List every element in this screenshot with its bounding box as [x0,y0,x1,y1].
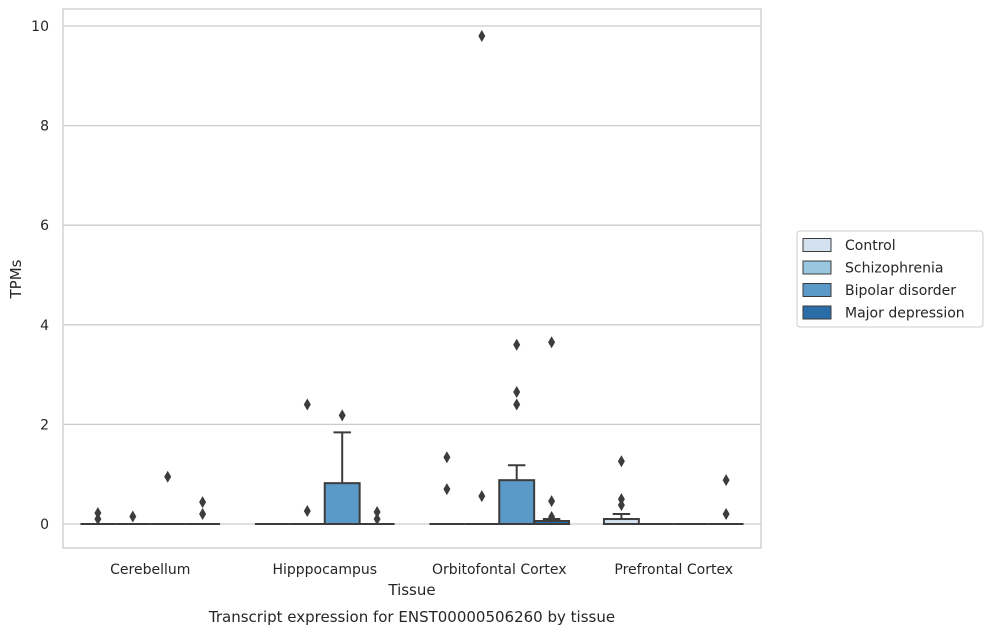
y-tick-label: 6 [40,218,49,234]
legend-item: Control [802,238,896,254]
x-tick-labels: Cerebellum Hipppocampus Orbitofontal Corte… [110,562,733,578]
box-group [150,470,186,525]
box-group [708,474,744,525]
legend-label: Schizophrenia [845,261,943,277]
box-group [429,451,465,525]
outlier-point [513,338,521,351]
legend-items: Control Schizophrenia Bipolar disorder Majo… [802,238,965,322]
box-group [323,409,361,525]
legend-frame [796,230,984,328]
legend-swatch [802,305,832,320]
outlier-point [513,398,521,411]
x-tick-label: Prefrontal Cortex [614,562,733,578]
x-tick-label: Orbitofontal Cortex [432,562,567,578]
outlier-point [513,386,521,399]
box-group [289,398,325,525]
outlier-point [548,336,556,349]
box [498,479,536,525]
x-tick-label: Hipppocampus [272,562,377,578]
outlier-point [199,508,207,521]
outlier-point [164,470,172,483]
y-tick-label: 4 [40,318,49,334]
outlier-point [617,455,625,468]
legend: Control Schizophrenia Bipolar disorder Majo… [796,230,984,328]
y-tick-label: 8 [40,119,49,135]
outlier-point [548,511,556,524]
box-group [185,496,221,525]
outlier-point [129,510,137,523]
box-group [80,507,116,526]
legend-swatch [802,260,832,275]
outlier-point [722,508,730,521]
box-group [115,510,151,525]
legend-swatch [802,283,832,297]
outlier-point [94,507,102,520]
plot-frame [62,8,762,549]
x-tick-label: Cerebellum [110,562,190,578]
y-tick-labels: 0 2 4 6 8 10 [31,19,49,533]
outlier-point [617,493,625,506]
outlier-point [443,451,451,464]
x-axis-label: Tissue [387,581,435,599]
box-group [533,336,571,526]
outlier-point [303,505,311,518]
y-tick-label: 10 [31,19,49,35]
outlier-point [338,409,346,422]
y-tick-label: 2 [40,417,49,433]
legend-label: Control [845,238,896,254]
legend-item: Bipolar disorder [802,283,956,299]
legend-label: Bipolar disorder [845,283,956,299]
box-series [80,29,744,526]
y-axis-label: TPMs [7,259,25,299]
outlier-point [478,490,486,503]
outlier-point [443,483,451,496]
box-group [359,506,395,526]
chart-caption: Transcript expression for ENST0000050626… [208,608,615,626]
legend-item: Major depression [802,305,965,322]
outlier-point [373,513,381,526]
outlier-point [722,474,730,487]
outlier-point [303,398,311,411]
outlier-point [373,506,381,519]
legend-label: Major depression [845,306,965,322]
box-group [498,338,536,525]
box-group [464,29,500,525]
box-group [602,455,640,526]
box [323,482,361,525]
y-tick-label: 0 [40,517,49,533]
outlier-point [199,496,207,509]
legend-item: Schizophrenia [802,260,943,277]
outlier-point [478,29,486,42]
outlier-point [548,495,556,508]
legend-swatch [802,238,832,252]
